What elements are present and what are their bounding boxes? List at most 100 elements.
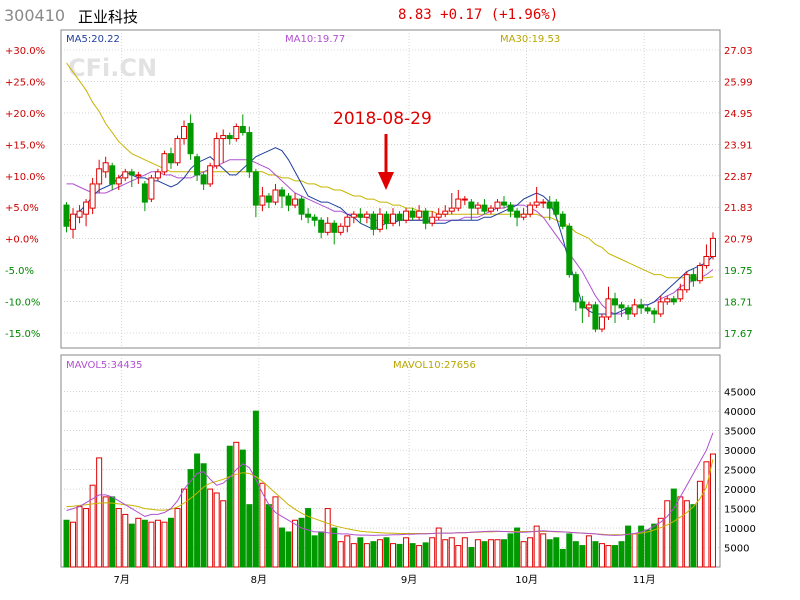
volume-bar xyxy=(109,496,116,568)
mavol5-label: MAVOL5:34435 xyxy=(66,360,142,371)
candle-body xyxy=(350,213,357,218)
candle-body xyxy=(259,195,266,206)
volume-bar xyxy=(194,453,201,568)
candle-body xyxy=(292,198,299,206)
volume-bar xyxy=(520,541,527,568)
volume-bar xyxy=(566,533,573,568)
candle-body xyxy=(422,210,429,224)
month-label: 9月 xyxy=(401,574,417,586)
volume-bar xyxy=(651,523,658,568)
volume-bar xyxy=(572,541,579,568)
candle-body xyxy=(416,210,423,218)
volume-bar xyxy=(337,541,344,568)
candle-body xyxy=(592,304,599,330)
volume-bar xyxy=(474,539,481,568)
right-tick-label: 18.71 xyxy=(724,298,753,309)
candle-body xyxy=(546,201,553,209)
candle-body xyxy=(396,213,403,221)
candle-body xyxy=(501,201,508,206)
watermark: CFi.CN xyxy=(68,54,157,82)
volume-bar xyxy=(690,504,697,568)
volume-bar xyxy=(239,449,246,568)
candle-body xyxy=(154,171,161,179)
volume-bar xyxy=(376,539,383,568)
candle-body xyxy=(331,222,338,233)
volume-bar xyxy=(598,543,605,568)
candle-body xyxy=(70,213,77,230)
candle-body xyxy=(278,189,285,197)
candle-body xyxy=(559,213,566,227)
left-tick-label: -15.0% xyxy=(5,329,40,340)
candle-body xyxy=(677,289,684,300)
ma5-line xyxy=(66,147,714,315)
candle-body xyxy=(148,177,155,200)
volume-bar xyxy=(625,525,632,568)
candle-body xyxy=(363,213,370,218)
candle-body xyxy=(709,237,716,258)
volume-bar xyxy=(63,519,70,568)
candle-body xyxy=(664,298,671,303)
volume-bar xyxy=(435,527,442,568)
volume-bar xyxy=(468,547,475,568)
candle-body xyxy=(226,135,233,140)
left-tick-label: +10.0% xyxy=(5,172,45,183)
volume-bar xyxy=(181,488,188,568)
candle-body xyxy=(265,195,272,203)
price-panel-frame xyxy=(60,29,721,349)
stock-name: 正业科技 xyxy=(78,8,139,26)
volume-bar xyxy=(501,539,508,568)
volume-bar xyxy=(363,543,370,568)
volume-bar xyxy=(664,500,671,568)
candle-body xyxy=(553,201,560,215)
candle-body xyxy=(651,310,658,315)
volume-bar xyxy=(527,537,534,568)
candle-body xyxy=(481,204,488,212)
left-tick-label: +30.0% xyxy=(5,46,45,57)
candle-body xyxy=(246,132,253,173)
month-label: 7月 xyxy=(114,574,130,586)
candle-body xyxy=(89,183,96,209)
candle-body xyxy=(638,304,645,309)
volume-bar xyxy=(579,545,586,568)
ma30-path xyxy=(66,62,714,279)
volume-tick-label: 5000 xyxy=(724,544,749,555)
volume-bar xyxy=(487,539,494,568)
volume-bar xyxy=(396,543,403,568)
x-axis-months: 7月 8月 9月 10月 11月 xyxy=(114,574,656,586)
ma5-path xyxy=(66,147,714,315)
candle-body xyxy=(63,204,70,227)
volume-bar xyxy=(265,504,272,568)
volume-bar xyxy=(618,541,625,568)
candle-body xyxy=(598,316,605,330)
candle-body xyxy=(128,171,135,176)
left-tick-label: -5.0% xyxy=(5,266,34,277)
candle-body xyxy=(383,213,390,224)
volume-bar xyxy=(350,543,357,568)
volume-bar xyxy=(357,537,364,568)
candle-body xyxy=(618,304,625,309)
left-axis-percent: +30.0% +25.0% +20.0% +15.0% +10.0% +5.0% +0.0%… xyxy=(5,46,45,340)
candle-body xyxy=(161,153,168,173)
volume-bar xyxy=(213,492,220,568)
candle-body xyxy=(76,210,83,218)
volume-bar xyxy=(96,457,103,568)
candle-body xyxy=(181,125,188,140)
volume-tick-label: 15000 xyxy=(724,505,756,516)
candle-body xyxy=(324,222,331,233)
volume-bar xyxy=(344,535,351,568)
volume-tick-label: 30000 xyxy=(724,446,756,457)
volume-bar xyxy=(585,535,592,568)
candle-body xyxy=(696,265,703,282)
volume-bar xyxy=(252,410,259,568)
right-tick-label: 20.79 xyxy=(724,235,753,246)
candle-body xyxy=(122,171,129,179)
volume-bar xyxy=(533,525,540,568)
volume-bar xyxy=(207,488,214,568)
volume-bar xyxy=(76,506,83,568)
candlesticks xyxy=(63,114,716,333)
volume-tick-label: 45000 xyxy=(724,388,756,399)
candle-body xyxy=(644,307,651,312)
ma30-label: MA30:19.53 xyxy=(500,34,560,45)
right-tick-label: 17.67 xyxy=(724,329,753,340)
candle-body xyxy=(403,210,410,221)
